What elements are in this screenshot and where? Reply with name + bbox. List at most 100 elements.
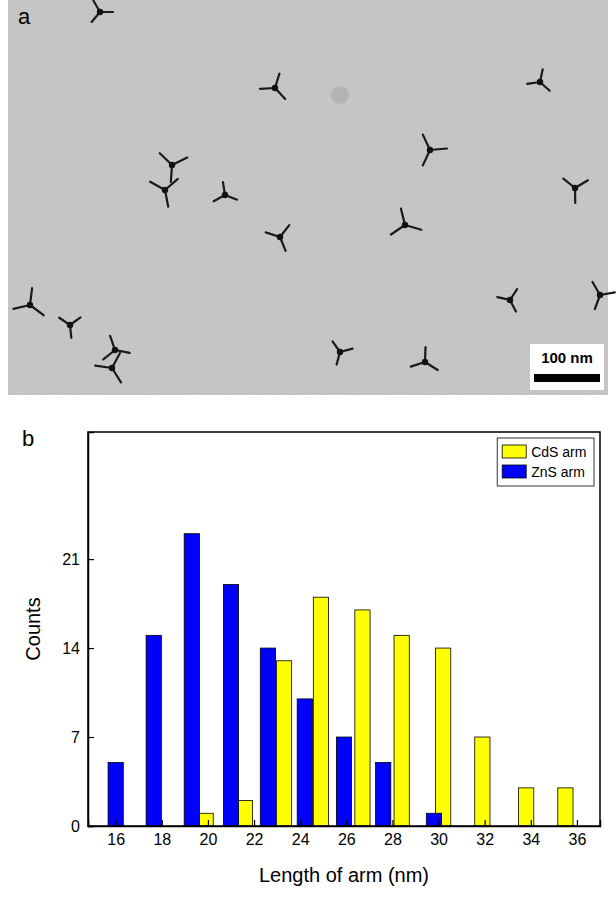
scale-bar-background xyxy=(530,344,604,390)
tick-mark xyxy=(300,820,301,826)
tripod-core xyxy=(427,147,433,153)
tripod-core xyxy=(222,192,228,198)
x-axis-title: Length of arm (nm) xyxy=(259,864,429,886)
bars xyxy=(108,534,573,826)
tick-mark xyxy=(392,820,393,826)
bar xyxy=(184,534,199,826)
tripod xyxy=(103,336,129,360)
y-axis-title: Counts xyxy=(22,597,44,660)
tick: 22 xyxy=(246,820,264,848)
tripod-core xyxy=(272,85,278,91)
panel-label: a xyxy=(18,4,31,29)
tick: 14 xyxy=(62,640,94,657)
axis-line xyxy=(89,433,95,827)
tick-label: 24 xyxy=(292,831,310,848)
tick-label: 36 xyxy=(569,831,587,848)
tick-mark xyxy=(577,820,578,826)
tick-label: 30 xyxy=(430,831,448,848)
tripod-core xyxy=(422,359,428,365)
tick: 21 xyxy=(62,551,94,568)
tick-label: 28 xyxy=(384,831,402,848)
legend-swatch xyxy=(502,445,526,458)
tick: 34 xyxy=(522,820,540,848)
tripod xyxy=(266,225,290,251)
tripod xyxy=(160,153,188,182)
tripod xyxy=(563,179,588,203)
tick: 18 xyxy=(153,820,171,848)
tripod xyxy=(92,1,113,22)
bar xyxy=(198,813,213,826)
bar xyxy=(108,762,123,826)
tick-label: 22 xyxy=(246,831,264,848)
tick: 32 xyxy=(476,820,494,848)
tick-mark xyxy=(116,820,117,826)
tick-mark xyxy=(438,820,439,826)
tripod xyxy=(13,288,43,315)
image-panel: a 100 nm xyxy=(8,0,615,395)
axis-line xyxy=(89,820,601,827)
tripod-core xyxy=(67,322,73,328)
plot-frame xyxy=(88,432,600,826)
legend-box xyxy=(497,438,594,486)
legend-label: ZnS arm xyxy=(531,464,585,480)
tripod-core xyxy=(572,185,578,191)
tripod-core xyxy=(507,297,513,303)
tripod xyxy=(411,347,438,370)
tick-label: 32 xyxy=(476,831,494,848)
figure: a 100 nm 16 18 20 22 24 26 28 30 32 34 36 0 7 14 21 Lengt… xyxy=(0,0,616,900)
tick-mark xyxy=(162,820,163,826)
tick-mark xyxy=(531,820,532,826)
tripod xyxy=(333,341,353,364)
bar xyxy=(558,788,573,826)
tick: 16 xyxy=(107,820,125,848)
bar xyxy=(223,585,238,826)
tick: 28 xyxy=(384,820,402,848)
legend-swatch xyxy=(502,465,526,478)
tripod-core xyxy=(169,162,175,168)
tripod xyxy=(497,289,517,311)
tripod xyxy=(150,179,178,207)
tick-mark xyxy=(254,820,255,826)
bar xyxy=(475,737,490,826)
tick-mark xyxy=(88,648,94,649)
tripod xyxy=(260,74,285,99)
tripod-core xyxy=(277,234,283,240)
tripod-core xyxy=(109,365,115,371)
tick: 0 xyxy=(71,818,94,835)
bar xyxy=(355,610,370,826)
tick-label: 16 xyxy=(107,831,125,848)
tick-label: 26 xyxy=(338,831,356,848)
tick-mark xyxy=(485,820,486,826)
bar xyxy=(260,648,275,826)
tick-label: 18 xyxy=(153,831,171,848)
tick-mark xyxy=(88,737,94,738)
tripod-core xyxy=(162,187,168,193)
tripod-core xyxy=(97,9,103,15)
bar xyxy=(336,737,351,826)
tick-mark xyxy=(346,820,347,826)
tick-label: 21 xyxy=(62,551,80,568)
tick-label: 14 xyxy=(62,640,80,657)
micrograph-background xyxy=(8,0,608,395)
tripod xyxy=(423,135,447,166)
tick-mark xyxy=(88,559,94,560)
bar xyxy=(394,635,409,826)
tick: 26 xyxy=(338,820,356,848)
tripod-core xyxy=(112,347,118,353)
bar xyxy=(146,635,161,826)
tripod-core xyxy=(597,292,603,298)
y-axis: 0 7 14 21 xyxy=(62,433,94,835)
tripod-core xyxy=(27,302,33,308)
tripod-core xyxy=(402,222,408,228)
x-axis: 16 18 20 22 24 26 28 30 32 34 36 xyxy=(89,820,601,848)
tick: 36 xyxy=(569,820,587,848)
bar xyxy=(376,762,391,826)
tick-label: 0 xyxy=(71,818,80,835)
tripod-core xyxy=(537,79,543,85)
tick-mark xyxy=(88,826,94,827)
legend: CdS armZnS arm xyxy=(497,438,594,486)
scale-bar-label: 100 nm xyxy=(541,349,593,366)
tick-label: 7 xyxy=(71,729,80,746)
tick: 20 xyxy=(200,820,218,848)
tick-label: 34 xyxy=(522,831,540,848)
